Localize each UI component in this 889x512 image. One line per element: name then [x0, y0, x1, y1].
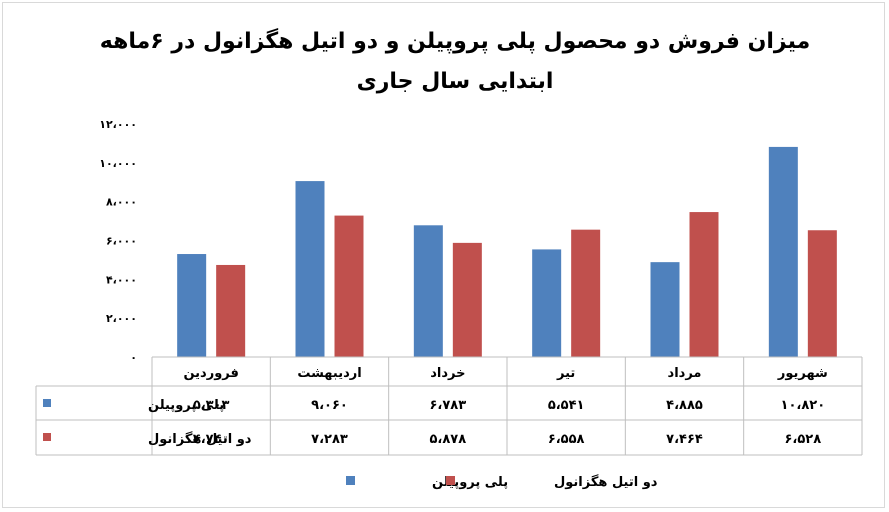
y-tick-label: ۴،۰۰۰ [106, 273, 137, 286]
bar-polypropylene [177, 254, 207, 357]
bar-polypropylene [768, 146, 798, 357]
bar-2eh [334, 215, 364, 357]
data-table-value: ۹،۰۶۰ [311, 398, 348, 413]
bar-2eh [807, 230, 837, 357]
y-tick-label: ۲،۰۰۰ [106, 312, 137, 325]
category-label: شهریور [777, 366, 828, 381]
category-label: مرداد [668, 366, 702, 381]
y-tick-label: ۸،۰۰۰ [106, 196, 137, 209]
category-label: خرداد [430, 366, 465, 381]
bar-polypropylene [532, 249, 562, 357]
y-tick-label: ۰ [130, 351, 137, 364]
data-table-value: ۵،۳۰۳ [193, 398, 230, 413]
data-table-value: ۶،۵۲۸ [784, 432, 821, 447]
data-table-value: ۱۰،۸۲۰ [781, 398, 826, 413]
legend-swatch [446, 476, 455, 485]
legend-swatch [43, 433, 51, 441]
y-tick-label: ۱۲،۰۰۰ [99, 118, 137, 131]
data-table-value: ۴،۸۸۵ [666, 398, 703, 413]
bar-2eh [689, 212, 719, 357]
bar-polypropylene [650, 262, 680, 357]
y-tick-label: ۶،۰۰۰ [106, 235, 137, 248]
bar-2eh [571, 229, 601, 357]
data-table-series-name: دو اتیل هگزانول [148, 431, 252, 447]
bar-polypropylene [295, 181, 325, 357]
data-table-series-name: پلی پروپیلن [148, 398, 224, 413]
legend-label: پلی پروپیلن [432, 475, 508, 490]
chart-title: میزان فروش دو محصول پلی پروپیلن و دو اتی… [99, 29, 811, 94]
data-table-value: ۵،۵۴۱ [548, 398, 585, 413]
data-table-value: ۴،۷۴۰ [193, 432, 230, 447]
bar-2eh [216, 264, 246, 357]
data-table-value: ۷،۴۶۴ [666, 432, 703, 447]
legend-swatch [43, 399, 51, 407]
data-table-value: ۶،۷۸۳ [429, 398, 466, 413]
bar-2eh [452, 242, 482, 357]
category-label: تیر [556, 366, 575, 381]
legend-label: دو اتیل هگزانول [554, 474, 658, 490]
bar-polypropylene [413, 225, 443, 357]
legend-swatch [346, 476, 355, 485]
data-table-value: ۵،۸۷۸ [429, 432, 466, 447]
y-tick-label: ۱۰،۰۰۰ [99, 157, 137, 170]
data-table-value: ۶،۵۵۸ [548, 432, 585, 447]
data-table-value: ۷،۲۸۳ [311, 432, 348, 447]
category-label: اردیبهشت [297, 366, 361, 381]
category-label: فروردین [183, 366, 238, 381]
